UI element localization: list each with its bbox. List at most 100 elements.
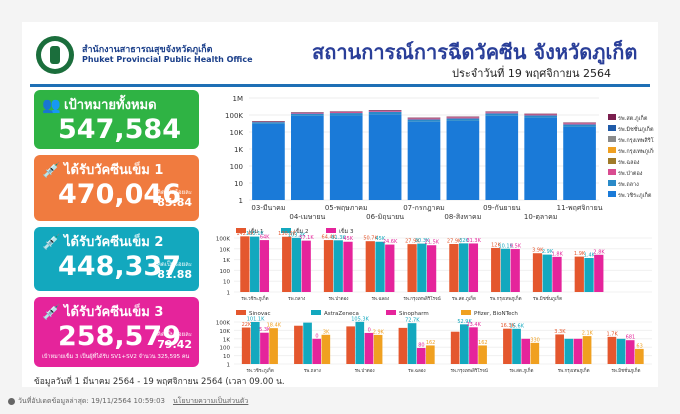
x-tick-label: 11-พฤศจิกายน: [557, 204, 603, 212]
data-label: 5.3K: [259, 327, 271, 333]
bar: [240, 236, 250, 292]
y-tick-label: 1K: [223, 337, 230, 343]
bar-segment: [329, 111, 363, 112]
x-tick-label: 06-มิถุนายน: [366, 213, 404, 220]
bar: [478, 345, 487, 364]
bar-segment: [563, 123, 596, 125]
stat-dose2-label: ได้รับวัคซีนเข็ม 2: [64, 235, 164, 250]
data-label: 101.1K: [247, 316, 265, 322]
legend-label: เข็ม 3: [339, 227, 354, 235]
x-tick-label: รพ.ฉลอง: [408, 368, 426, 374]
y-tick-label: 100: [230, 163, 243, 171]
legend-swatch: [461, 310, 471, 315]
stat-dose3-value: 258,579: [58, 321, 181, 352]
stat-dose2-pct-label: คิดเป็นร้อยละ: [156, 261, 192, 268]
x-tick-label: รพ.ฉลอง: [372, 296, 390, 302]
legend-label: Sinovac: [249, 311, 271, 317]
stat-target-value: 547,584: [58, 114, 181, 145]
bar: [398, 327, 408, 364]
bar: [542, 254, 552, 292]
data-label: 27.9K: [447, 238, 462, 244]
bar: [373, 334, 383, 364]
bar: [291, 237, 302, 292]
privacy-link[interactable]: นโยบายความเป็นส่วนตัว: [173, 397, 249, 405]
bar-segment: [524, 113, 557, 115]
x-tick-label: รพ.วชิระภูเก็ต: [246, 366, 273, 374]
bar: [375, 241, 385, 292]
bar-segment: [563, 122, 596, 124]
legend-swatch: [608, 191, 616, 197]
header-divider: [30, 84, 650, 87]
legend-swatch: [608, 158, 616, 164]
bar: [250, 321, 260, 364]
bar: [530, 342, 540, 364]
bar-segment: [252, 121, 285, 122]
data-label: 72.7K: [405, 318, 420, 324]
bar: [459, 243, 469, 292]
y-tick-label: 10K: [230, 129, 244, 137]
bar: [459, 324, 469, 364]
legend-label: รพ.ป่าตอง: [618, 170, 643, 177]
bar-segment: [446, 117, 480, 119]
data-label: 24.6K: [383, 239, 398, 245]
data-label: 1.8K: [552, 251, 564, 257]
bar-segment: [368, 111, 402, 115]
y-tick-label: 10K: [219, 329, 230, 335]
vaccine-brand-chart: 1 10 100 1K 10K 100K Sinovac AstraZeneca Sinopha…: [216, 310, 652, 374]
data-label: 1.4K: [584, 253, 596, 259]
dashboard-card: สำนักงานสาธารณสุขจังหวัดภูเก็ต Phuket Pr…: [22, 22, 658, 387]
bar-segment: [368, 114, 402, 200]
bar-segment: [252, 123, 285, 200]
legend-swatch: [608, 169, 616, 175]
bar-segment: [407, 118, 441, 120]
stat-dose2-value: 448,337: [58, 251, 181, 282]
x-tick-label: 08-สิงหาคม: [444, 213, 481, 220]
data-label: 18.4K: [267, 323, 282, 329]
data-label: 162: [478, 340, 488, 346]
bar: [574, 256, 584, 292]
y-tick-label: 1: [227, 363, 231, 369]
x-tick-label: รพ.วชิระภูเก็ต: [241, 294, 268, 302]
bar: [584, 258, 594, 292]
bar-segment: [329, 112, 363, 114]
bar: [594, 254, 604, 292]
bar-segment: [329, 115, 363, 200]
data-label: 50.7K: [363, 236, 378, 242]
data-label: 162: [426, 340, 436, 346]
y-tick-label: 10: [223, 280, 230, 286]
data-label: 1.9K: [574, 251, 586, 257]
x-tick-label: รพ.กรุงเทพภูเก็ต: [490, 294, 522, 302]
stat-dose3-label: ได้รับวัคซีนเข็ม 3: [64, 305, 164, 320]
legend-label: เข็ม 1: [249, 227, 264, 235]
data-label: 80: [418, 343, 424, 349]
bar: [365, 241, 375, 292]
legend-swatch: [386, 310, 396, 315]
y-tick-label: 100K: [216, 321, 230, 327]
bar-segment: [446, 116, 480, 118]
bottom-bar: วันที่อัปเดตข้อมูลล่าสุด: 19/11/2564 10:…: [8, 396, 248, 407]
data-label: 103.3K: [288, 232, 306, 238]
bar: [303, 322, 312, 364]
bar: [417, 243, 427, 292]
data-label: 27.9K: [405, 239, 420, 245]
data-label: 45K: [375, 236, 385, 242]
bar-segment: [291, 113, 324, 116]
legend-swatch: [281, 228, 291, 233]
moph-logo-icon: [36, 36, 74, 74]
bar: [491, 247, 501, 292]
y-tick-label: 100K: [225, 112, 243, 120]
data-label: 135.1K: [246, 231, 264, 237]
bar: [364, 332, 374, 364]
bar-segment: [485, 111, 519, 113]
bar: [312, 338, 322, 364]
data-label: 3.3K: [554, 329, 566, 335]
y-tick-label: 100: [220, 346, 231, 352]
bar: [512, 328, 521, 364]
data-label: 52.9K: [457, 319, 472, 325]
bar-segment: [368, 110, 402, 111]
data-label: 16.3K: [500, 323, 515, 329]
x-tick-label: 09-กันยายน: [483, 204, 521, 212]
legend-label: รพ.กรุงเทพภูเก็ต: [618, 147, 654, 155]
data-label: 105.3K: [351, 316, 369, 322]
bar-segment: [485, 112, 519, 114]
